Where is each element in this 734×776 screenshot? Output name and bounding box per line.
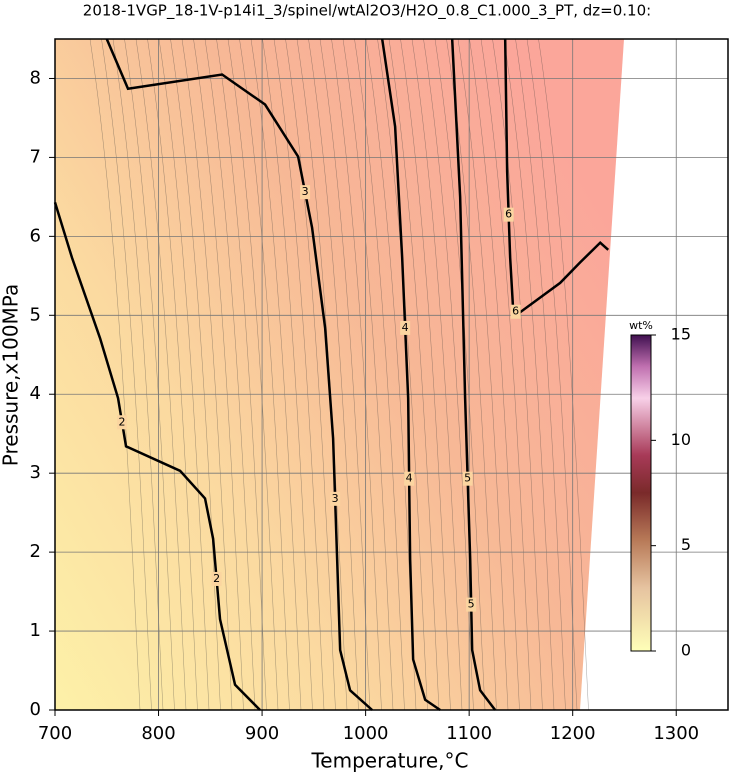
contour-label: 5 bbox=[464, 472, 471, 485]
minor-contour bbox=[354, 38, 405, 711]
minor-contour bbox=[434, 38, 486, 711]
color-field bbox=[55, 39, 624, 710]
colorbar-tick-label: 15 bbox=[671, 325, 691, 344]
y-tick-label: 1 bbox=[30, 620, 41, 641]
y-axis-label: Pressure,x100MPa bbox=[0, 284, 23, 466]
minor-contour bbox=[331, 38, 382, 711]
contour-label-bg bbox=[300, 185, 311, 200]
contour-label-bg bbox=[503, 207, 514, 222]
contour-line bbox=[450, 38, 497, 711]
minor-contour bbox=[273, 38, 325, 711]
minor-contour bbox=[492, 38, 543, 711]
minor-contour bbox=[147, 38, 198, 711]
minor-contour bbox=[135, 38, 187, 711]
contour-label: 3 bbox=[302, 185, 309, 198]
minor-contour bbox=[446, 38, 497, 711]
minor-contour bbox=[308, 38, 359, 711]
y-tick-label: 4 bbox=[30, 383, 41, 404]
contour-label-bg bbox=[466, 597, 477, 612]
contour-label-bg bbox=[510, 304, 521, 319]
y-tick-label: 5 bbox=[30, 304, 41, 325]
contour-label: 2 bbox=[119, 415, 126, 428]
minor-contour bbox=[411, 38, 463, 711]
contour-label-bg bbox=[211, 571, 222, 586]
colorbar-tick-label: 10 bbox=[671, 430, 691, 449]
minor-contour bbox=[101, 38, 152, 711]
contour-label: 6 bbox=[505, 208, 512, 221]
y-tick-label: 6 bbox=[30, 225, 41, 246]
y-tick-label: 7 bbox=[30, 146, 41, 167]
x-tick-label: 1100 bbox=[446, 723, 492, 744]
x-tick-label: 700 bbox=[38, 723, 72, 744]
minor-contour bbox=[342, 38, 394, 711]
contour-label-bg bbox=[117, 415, 128, 430]
minor-contour bbox=[480, 38, 532, 711]
x-tick-label: 800 bbox=[141, 723, 175, 744]
y-tick-label: 3 bbox=[30, 462, 41, 483]
x-tick-label: 1200 bbox=[550, 723, 596, 744]
minor-contour bbox=[239, 38, 290, 711]
minor-contour bbox=[89, 38, 141, 711]
colorbar bbox=[630, 334, 652, 652]
minor-contour bbox=[515, 38, 566, 711]
minor-contour bbox=[377, 38, 428, 711]
minor-contour bbox=[193, 38, 244, 711]
y-tick-label: 2 bbox=[30, 541, 41, 562]
minor-contour bbox=[250, 38, 302, 711]
contour-label: 6 bbox=[512, 305, 519, 318]
minor-contour bbox=[538, 38, 589, 711]
x-axis-label: Temperature,°C bbox=[310, 749, 468, 773]
contour-label: 4 bbox=[406, 472, 413, 485]
colorbar-tick-label: 5 bbox=[681, 535, 691, 554]
x-tick-label: 1300 bbox=[653, 723, 699, 744]
minor-contour bbox=[124, 38, 175, 711]
contour-label: 5 bbox=[468, 598, 475, 611]
contour-label: 3 bbox=[332, 492, 339, 505]
minor-contour bbox=[158, 38, 210, 711]
colorbar-label: wt% bbox=[629, 319, 653, 332]
contour-label: 2 bbox=[213, 572, 220, 585]
minor-contour bbox=[285, 38, 336, 711]
minor-contour bbox=[388, 38, 440, 711]
minor-contour bbox=[181, 38, 233, 711]
contour-line bbox=[105, 38, 373, 711]
plot-frame bbox=[54, 38, 729, 711]
contour-line bbox=[53, 202, 261, 711]
contour-label-bg bbox=[400, 320, 411, 335]
y-tick-label: 0 bbox=[30, 699, 41, 720]
contour-label-bg bbox=[330, 491, 341, 506]
contour-label: 4 bbox=[402, 321, 409, 334]
y-tick-label: 8 bbox=[30, 67, 41, 88]
colorbar-tick-label: 0 bbox=[681, 641, 691, 660]
minor-contour bbox=[227, 38, 279, 711]
chart-title: 2018-1VGP_18-1V-p14i1_3/spinel/wtAl2O3/H… bbox=[83, 2, 651, 21]
minor-contour bbox=[204, 38, 256, 711]
minor-contour bbox=[469, 38, 520, 711]
minor-contour bbox=[400, 38, 451, 711]
minor-contour bbox=[262, 38, 313, 711]
x-tick-label: 900 bbox=[245, 723, 279, 744]
minor-contour bbox=[503, 38, 555, 711]
x-tick-label: 1000 bbox=[343, 723, 389, 744]
contour-label-bg bbox=[462, 471, 473, 486]
contour-label-bg bbox=[404, 471, 415, 486]
minor-contour bbox=[170, 38, 221, 711]
